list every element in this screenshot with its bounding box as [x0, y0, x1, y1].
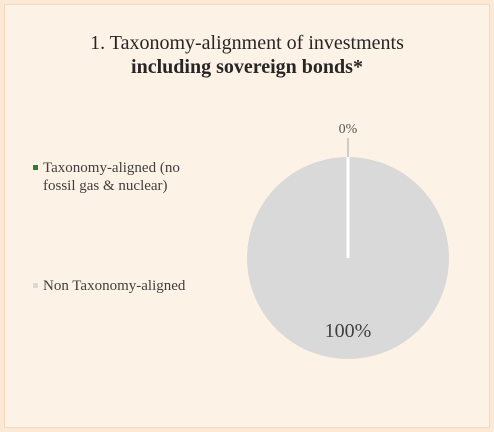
- legend-swatch-non-taxonomy-aligned: [33, 283, 38, 288]
- chart-title-line2: including sovereign bonds*: [131, 56, 363, 78]
- chart-title-line1: 1. Taxonomy-alignment of investments: [90, 32, 404, 54]
- legend-label-line: fossil gas & nuclear): [43, 178, 168, 194]
- data-label-taxonomy-aligned: 0%: [339, 122, 358, 137]
- data-label-non-taxonomy-aligned: 100%: [325, 320, 372, 342]
- chart-panel: 1. Taxonomy-alignment of investments inc…: [4, 4, 490, 428]
- legend-label-taxonomy-aligned: Taxonomy-aligned (no fossil gas & nuclea…: [43, 159, 180, 195]
- pie-chart: 0% 100%: [247, 122, 449, 359]
- legend-swatch-taxonomy-aligned: [33, 165, 38, 170]
- legend-label-line: Taxonomy-aligned (no: [43, 160, 180, 176]
- chart-title: 1. Taxonomy-alignment of investments inc…: [5, 31, 489, 79]
- legend-label-non-taxonomy-aligned: Non Taxonomy-aligned: [43, 278, 186, 294]
